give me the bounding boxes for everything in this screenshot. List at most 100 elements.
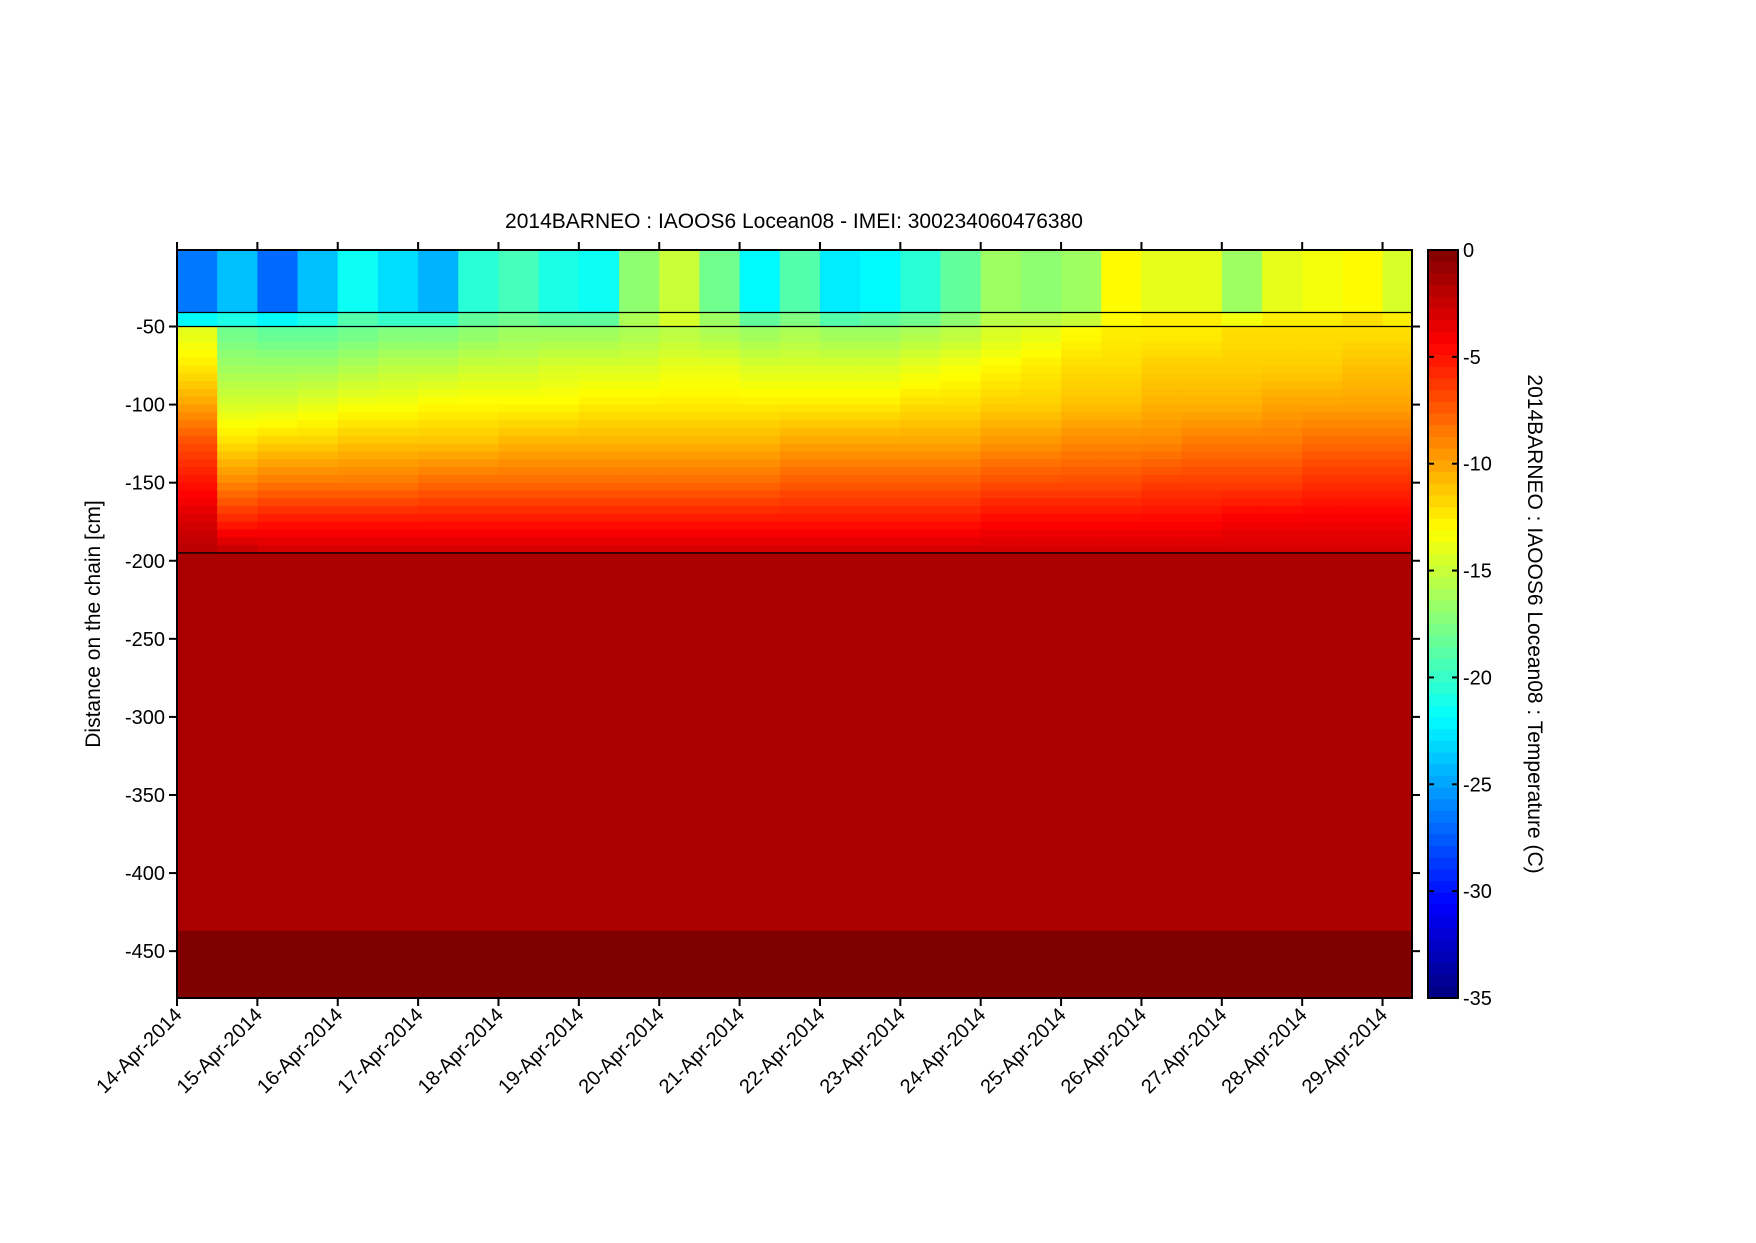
heatmap-cell xyxy=(257,529,299,538)
heatmap-cell xyxy=(1302,396,1343,406)
heatmap-cell xyxy=(1141,412,1183,421)
heatmap-cell xyxy=(980,545,1022,554)
y-tick-label: -200 xyxy=(125,551,165,573)
heatmap-cell xyxy=(659,552,700,932)
heatmap-cell xyxy=(177,482,218,491)
heatmap-cell xyxy=(1261,420,1303,429)
heatmap-cell xyxy=(538,529,580,538)
y-axis-label: Distance on the chain [cm] xyxy=(82,500,105,747)
heatmap-cell xyxy=(297,428,339,437)
heatmap-cell xyxy=(659,342,700,351)
heatmap-cell xyxy=(297,342,339,351)
heatmap-cell xyxy=(297,396,339,406)
heatmap-cell xyxy=(578,404,620,413)
heatmap-cell xyxy=(1342,506,1384,515)
heatmap-cell xyxy=(217,381,258,390)
heatmap-cell xyxy=(1141,404,1183,413)
heatmap-cell xyxy=(1061,349,1102,359)
heatmap-cell xyxy=(458,349,499,359)
heatmap-cell xyxy=(1141,490,1183,499)
heatmap-cell xyxy=(779,459,821,468)
heatmap-cell xyxy=(659,506,700,515)
heatmap-cell xyxy=(578,373,620,382)
heatmap-cell xyxy=(819,459,861,468)
heatmap-cell xyxy=(739,506,781,515)
heatmap-cell xyxy=(779,349,821,359)
colorbar-swatch xyxy=(1428,624,1458,637)
heatmap-cell xyxy=(177,459,218,468)
heatmap-cell xyxy=(578,312,620,328)
heatmap-cell xyxy=(739,326,781,335)
heatmap-cell xyxy=(1221,474,1263,484)
heatmap-cell xyxy=(1221,412,1263,421)
heatmap-cell xyxy=(860,513,901,523)
heatmap-cell xyxy=(1382,552,1412,932)
heatmap-cell xyxy=(1302,467,1343,476)
colorbar-swatch xyxy=(1428,869,1458,882)
heatmap-cell xyxy=(1302,443,1343,452)
heatmap-cell xyxy=(659,451,700,460)
heatmap-cell xyxy=(1101,357,1142,367)
heatmap-cell xyxy=(1342,529,1384,538)
heatmap-cell xyxy=(1221,250,1263,313)
heatmap-cell xyxy=(619,349,660,359)
heatmap-cell xyxy=(779,373,821,382)
heatmap-cell xyxy=(1141,428,1183,437)
colorbar-swatch xyxy=(1428,343,1458,356)
heatmap-cell xyxy=(1382,312,1412,328)
heatmap-cell xyxy=(1221,552,1263,932)
heatmap-cell xyxy=(1141,537,1183,546)
heatmap-cell xyxy=(659,334,700,343)
heatmap-cell xyxy=(940,513,982,523)
heatmap-cell xyxy=(1302,428,1343,437)
heatmap-cell xyxy=(1181,443,1223,452)
heatmap-cell xyxy=(578,521,620,531)
heatmap-cell xyxy=(980,930,1022,998)
heatmap-cell xyxy=(1101,506,1142,515)
heatmap-cell xyxy=(739,412,781,421)
heatmap-cell xyxy=(1382,404,1412,413)
heatmap-cell xyxy=(578,474,620,484)
heatmap-cell xyxy=(900,326,942,335)
heatmap-cell xyxy=(1101,521,1142,531)
heatmap-cell xyxy=(860,326,901,335)
heatmap-cell xyxy=(739,342,781,351)
heatmap-cell xyxy=(458,537,499,546)
heatmap-cell xyxy=(900,537,942,546)
heatmap-cell xyxy=(940,334,982,343)
heatmap-cell xyxy=(257,342,299,351)
heatmap-cell xyxy=(1181,930,1223,998)
colorbar-swatch xyxy=(1428,799,1458,812)
heatmap-cell xyxy=(779,428,821,437)
heatmap-cell xyxy=(297,404,339,413)
heatmap-cell xyxy=(659,490,700,499)
heatmap-cell xyxy=(538,334,580,343)
heatmap-cell xyxy=(699,545,741,554)
heatmap-cell xyxy=(1382,365,1412,374)
heatmap-cell xyxy=(418,365,459,374)
colorbar-swatch xyxy=(1428,355,1458,368)
colorbar-swatch xyxy=(1428,951,1458,964)
heatmap-cell xyxy=(1382,381,1412,390)
heatmap-cell xyxy=(538,404,580,413)
heatmap-cell xyxy=(498,250,540,313)
heatmap-cell xyxy=(860,420,901,429)
colorbar-swatch xyxy=(1428,448,1458,461)
colorbar-swatch xyxy=(1428,764,1458,777)
heatmap-cell xyxy=(498,326,540,335)
heatmap-cell xyxy=(578,552,620,932)
colorbar-swatch xyxy=(1428,834,1458,847)
heatmap-cell xyxy=(538,459,580,468)
heatmap-cell xyxy=(578,513,620,523)
heatmap-cell xyxy=(177,506,218,515)
heatmap-cell xyxy=(1061,537,1102,546)
heatmap-cell xyxy=(1061,428,1102,437)
colorbar-swatch xyxy=(1428,261,1458,274)
heatmap-cell xyxy=(297,326,339,335)
heatmap-cell xyxy=(1221,365,1263,374)
heatmap-cell xyxy=(418,498,459,507)
heatmap-cell xyxy=(699,349,741,359)
heatmap-cell xyxy=(1181,529,1223,538)
heatmap-cell xyxy=(739,537,781,546)
heatmap-cell xyxy=(458,404,499,413)
